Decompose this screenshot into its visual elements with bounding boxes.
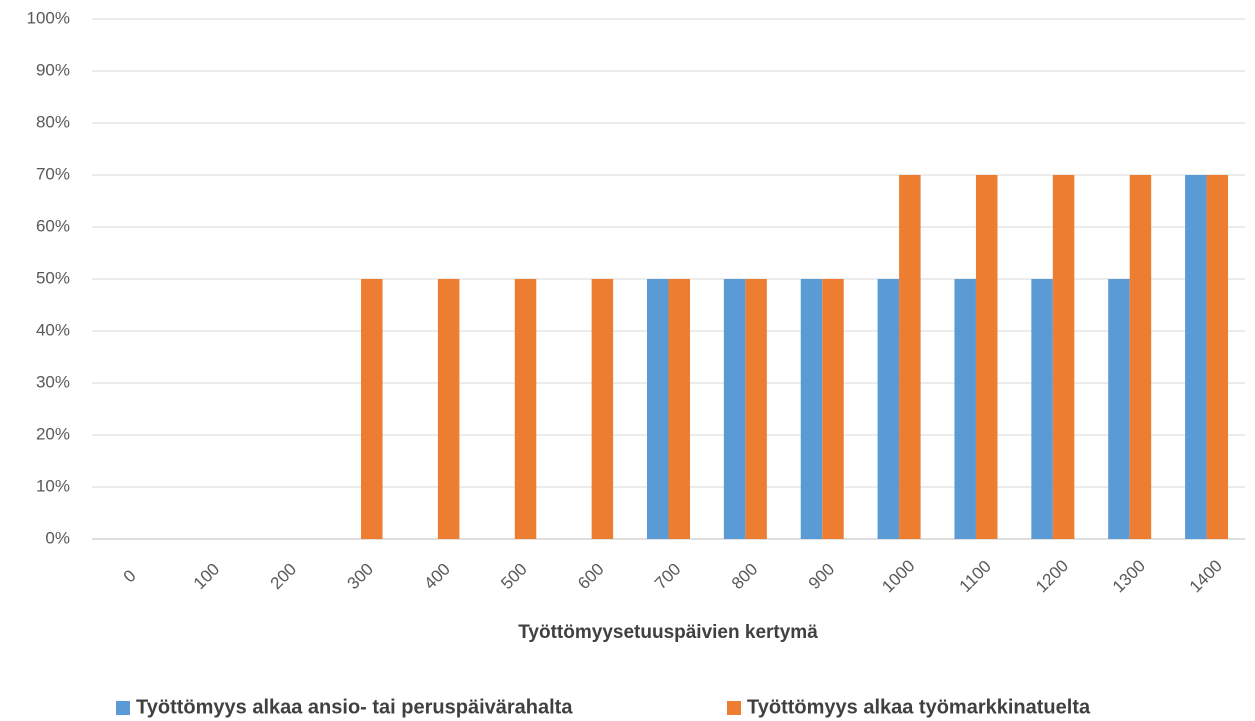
x-tick-label: 1100 [956, 557, 995, 596]
bar [361, 279, 383, 539]
bar [1129, 175, 1152, 539]
bar [745, 279, 767, 539]
bar [899, 175, 921, 539]
y-tick-label: 0% [45, 528, 70, 547]
y-tick-label: 100% [27, 8, 70, 27]
x-tick-label: 300 [344, 560, 377, 593]
bar [822, 279, 844, 539]
bar [668, 279, 690, 539]
x-tick-label: 800 [728, 560, 761, 593]
x-tick-label: 1400 [1186, 556, 1226, 596]
x-tick-label: 400 [420, 560, 453, 593]
bar [1185, 175, 1207, 539]
x-tick-label: 1200 [1032, 556, 1072, 596]
bar [437, 279, 460, 539]
x-tick-label: 600 [574, 560, 607, 593]
bar [647, 279, 669, 539]
x-tick-label: 500 [497, 560, 530, 593]
bar [1108, 279, 1130, 539]
x-tick-label: 200 [267, 560, 300, 593]
bar [800, 279, 823, 539]
bar [514, 279, 537, 539]
y-tick-label: 50% [36, 268, 70, 287]
bar [1031, 279, 1053, 539]
y-tick-label: 20% [36, 424, 70, 443]
legend-swatch [116, 701, 130, 715]
legend-label: Työttömyys alkaa ansio- tai peruspäivära… [136, 696, 573, 718]
bar [1052, 175, 1075, 539]
bar [1206, 175, 1229, 539]
x-tick-label: 1000 [878, 556, 918, 596]
y-tick-label: 80% [36, 112, 70, 131]
y-tick-label: 70% [36, 164, 70, 183]
y-tick-label: 40% [36, 320, 70, 339]
y-tick-label: 30% [36, 372, 70, 391]
x-tick-label: 0 [120, 566, 140, 586]
y-tick-label: 10% [36, 476, 70, 495]
bar [877, 279, 900, 539]
y-tick-label: 60% [36, 216, 70, 235]
y-tick-label: 90% [36, 60, 70, 79]
x-tick-label: 900 [805, 560, 838, 593]
x-tick-label: 700 [651, 560, 684, 593]
bar [975, 175, 998, 539]
x-axis-title: Työttömyysetuuspäivien kertymä [518, 622, 818, 643]
bar [591, 279, 614, 539]
x-tick-label: 1300 [1109, 556, 1149, 596]
bar [954, 279, 976, 539]
legend-swatch [727, 701, 741, 715]
bar [723, 279, 746, 539]
legend-label: Työttömyys alkaa työmarkkinatuelta [747, 696, 1091, 718]
x-tick-label: 100 [190, 560, 223, 593]
